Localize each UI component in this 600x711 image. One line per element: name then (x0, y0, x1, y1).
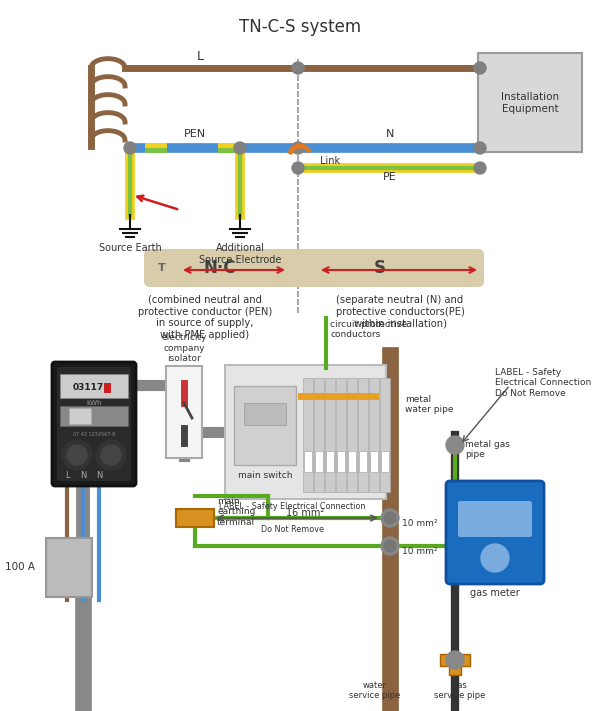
Text: circuit protective
conductors: circuit protective conductors (331, 320, 408, 339)
Circle shape (96, 440, 126, 470)
FancyBboxPatch shape (337, 451, 344, 471)
Circle shape (62, 440, 92, 470)
Text: Link: Link (320, 156, 340, 166)
FancyBboxPatch shape (314, 451, 323, 471)
Text: N: N (96, 471, 102, 480)
Text: (combined neutral and
protective conductor (PEN)
in source of supply,
with PME a: (combined neutral and protective conduct… (138, 295, 272, 340)
Text: kWh: kWh (86, 400, 102, 406)
FancyBboxPatch shape (166, 366, 202, 458)
Text: Do Not Remove: Do Not Remove (261, 525, 324, 534)
FancyBboxPatch shape (359, 451, 367, 471)
FancyBboxPatch shape (368, 378, 379, 491)
Text: T: T (158, 263, 166, 273)
Bar (218, 148, 240, 153)
Text: Source Earth: Source Earth (98, 243, 161, 253)
FancyBboxPatch shape (325, 451, 334, 471)
Circle shape (292, 142, 304, 154)
Circle shape (446, 651, 464, 669)
Text: electricity
company
isolator: electricity company isolator (161, 333, 207, 363)
Circle shape (67, 445, 87, 465)
FancyBboxPatch shape (347, 378, 356, 491)
Circle shape (292, 162, 304, 174)
Text: metal gas
pipe: metal gas pipe (465, 440, 510, 459)
FancyBboxPatch shape (314, 378, 323, 491)
FancyBboxPatch shape (335, 378, 346, 491)
FancyBboxPatch shape (370, 451, 377, 471)
Text: 07 42 1234567-8: 07 42 1234567-8 (73, 432, 115, 437)
Text: 10 mm²: 10 mm² (402, 547, 437, 555)
FancyBboxPatch shape (458, 501, 532, 537)
Text: 03117: 03117 (73, 383, 104, 392)
FancyBboxPatch shape (244, 403, 286, 425)
FancyBboxPatch shape (302, 378, 313, 491)
FancyBboxPatch shape (225, 365, 386, 499)
FancyBboxPatch shape (446, 481, 544, 584)
Text: gas meter: gas meter (470, 588, 520, 598)
Text: gas
service pipe: gas service pipe (434, 680, 485, 700)
Circle shape (474, 142, 486, 154)
Circle shape (474, 162, 486, 174)
Bar (218, 143, 240, 153)
FancyBboxPatch shape (449, 657, 461, 675)
FancyBboxPatch shape (60, 406, 128, 426)
FancyBboxPatch shape (380, 378, 389, 491)
FancyBboxPatch shape (358, 378, 367, 491)
FancyBboxPatch shape (304, 451, 311, 471)
Text: L: L (65, 471, 70, 480)
Text: S: S (374, 259, 386, 277)
Bar (104, 383, 111, 393)
Circle shape (474, 62, 486, 74)
Text: main
earthing
terminal: main earthing terminal (217, 497, 256, 527)
Text: (separate neutral (N) and
protective conductors(PE)
within installation): (separate neutral (N) and protective con… (335, 295, 464, 328)
FancyBboxPatch shape (380, 451, 389, 471)
Circle shape (381, 509, 399, 527)
Text: N·C: N·C (204, 259, 236, 277)
Text: metal
water pipe: metal water pipe (405, 395, 454, 415)
Text: Equipment: Equipment (502, 105, 559, 114)
FancyBboxPatch shape (176, 509, 214, 527)
Text: L: L (197, 50, 203, 63)
FancyBboxPatch shape (347, 451, 355, 471)
Circle shape (101, 445, 121, 465)
Text: 100 A: 100 A (5, 562, 35, 572)
FancyBboxPatch shape (297, 249, 484, 287)
Bar (145, 148, 167, 153)
Circle shape (234, 142, 246, 154)
Text: water
service pipe: water service pipe (349, 680, 401, 700)
FancyBboxPatch shape (60, 374, 128, 398)
Text: PEN: PEN (184, 129, 206, 139)
FancyBboxPatch shape (234, 386, 296, 465)
FancyBboxPatch shape (69, 408, 91, 424)
FancyBboxPatch shape (478, 53, 582, 152)
Text: TN‑C‑S system: TN‑C‑S system (239, 18, 361, 36)
Text: LABEL - Safety
Electrical Connection
Do Not Remove: LABEL - Safety Electrical Connection Do … (495, 368, 591, 397)
FancyBboxPatch shape (325, 378, 335, 491)
Bar (145, 143, 167, 153)
Text: 16 mm²: 16 mm² (286, 508, 325, 518)
Text: 10 mm²: 10 mm² (402, 518, 437, 528)
Circle shape (446, 436, 464, 454)
Text: N: N (386, 129, 394, 139)
Text: main switch: main switch (238, 471, 292, 480)
Circle shape (384, 512, 396, 524)
Circle shape (124, 142, 136, 154)
Text: PE: PE (383, 172, 397, 182)
FancyBboxPatch shape (144, 249, 311, 287)
Text: Installation: Installation (501, 92, 559, 102)
Circle shape (384, 540, 396, 552)
FancyBboxPatch shape (46, 538, 92, 597)
FancyBboxPatch shape (52, 362, 136, 486)
Text: Additional
Source Electrode: Additional Source Electrode (199, 243, 281, 264)
Text: N: N (80, 471, 86, 480)
FancyBboxPatch shape (57, 367, 131, 481)
Circle shape (481, 544, 509, 572)
Circle shape (292, 62, 304, 74)
FancyBboxPatch shape (440, 654, 470, 666)
Text: LABEL - Safety Electrical Connection: LABEL - Safety Electrical Connection (220, 502, 365, 511)
Circle shape (381, 537, 399, 555)
